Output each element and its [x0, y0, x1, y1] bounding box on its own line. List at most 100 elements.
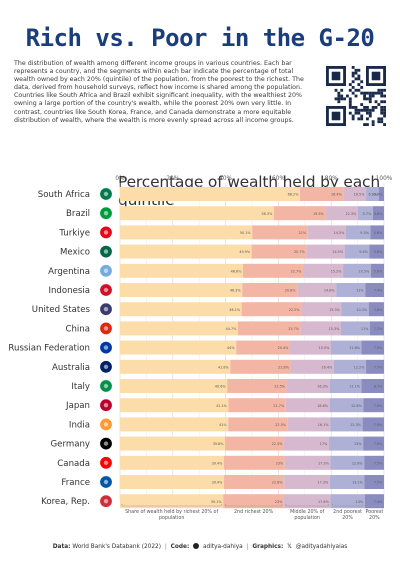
legend-label: 20% [342, 515, 353, 521]
bar-segment [345, 225, 371, 240]
flag-emblem-icon [103, 230, 109, 235]
flag-emblem-icon [103, 383, 109, 389]
data-label: 23% [276, 461, 284, 465]
flag-emblem-icon [103, 287, 109, 293]
data-label: 19.5% [313, 212, 325, 216]
bar-segment [297, 283, 337, 297]
data-label: 13.1% [352, 481, 364, 485]
bar-segment [343, 187, 367, 201]
bar-segment [290, 359, 334, 374]
data-label: 7.7% [374, 365, 383, 369]
category-label: Italy [71, 382, 90, 392]
category-label: France [61, 478, 90, 488]
data-label: 21% [299, 231, 307, 235]
footer-code-handle[interactable]: aditya-dahiya [202, 544, 243, 550]
bar-segment [241, 302, 302, 317]
data-label: 39.8% [213, 442, 225, 446]
data-label: 39.4% [212, 481, 224, 485]
bar-segment [329, 398, 364, 413]
bar-segment [361, 379, 384, 393]
flag-emblem-icon [103, 326, 109, 331]
data-label: 44.7% [226, 327, 238, 331]
data-label: 17.3% [318, 461, 330, 465]
data-label: 46.1% [229, 308, 241, 312]
bar-segment [283, 436, 329, 451]
data-label: 11% [356, 289, 364, 293]
bar-segment [366, 359, 384, 374]
x-tick-label: 100% [376, 176, 393, 182]
bar-segment [328, 436, 364, 451]
data-label: 68.2% [288, 193, 300, 197]
bar-segment [365, 283, 384, 297]
bar-segment [285, 398, 330, 413]
bar-segment [120, 321, 239, 336]
bar-segment [290, 340, 331, 355]
bar-segment [283, 494, 331, 509]
bar-segment [284, 475, 330, 489]
bar-segment [378, 187, 384, 201]
bar-segment [368, 302, 384, 317]
data-label: 22.7% [291, 269, 303, 273]
data-label: 15.5% [319, 346, 331, 350]
category-label: Australia [52, 363, 90, 373]
data-label: 16.1% [318, 423, 330, 427]
bar-segment [120, 475, 225, 489]
footer-graphics-handle[interactable]: @adityadahiyaias [295, 544, 348, 550]
bar-segment [120, 340, 237, 355]
category-label: Brazil [66, 209, 90, 219]
data-label: 7.9% [374, 442, 383, 446]
data-label: 20.4% [278, 346, 290, 350]
data-label: 39.4% [212, 461, 224, 465]
category-label: Korea, Rep. [41, 497, 90, 507]
data-label: 11% [361, 327, 369, 331]
category-label: Indonesia [48, 286, 90, 296]
footer-separator: | [164, 544, 167, 550]
bar-segment [363, 398, 384, 413]
bar-segment [357, 206, 373, 221]
data-label: 7.5% [374, 461, 383, 465]
category-label: United States [32, 305, 91, 315]
bar-segment [286, 379, 330, 393]
bar-segment [227, 379, 287, 393]
bar-segment [120, 225, 253, 240]
qr-code-icon[interactable] [326, 66, 386, 126]
bar-segment [362, 417, 384, 432]
data-label: 12.3% [350, 423, 362, 427]
data-label: 22.5% [274, 385, 286, 389]
bar-segment [336, 283, 366, 297]
bar-segment [243, 263, 303, 278]
data-label: 5.8% [374, 250, 383, 254]
bar-segment [343, 263, 371, 278]
bar-segment [372, 206, 384, 221]
github-icon [193, 543, 200, 549]
data-label: 12.3% [345, 212, 357, 216]
footer-data-source: World Bank's Databank (2022) [72, 544, 162, 550]
legend-label: population [159, 515, 185, 521]
footer-graphics-label: Graphics: [252, 544, 284, 550]
flag-emblem-icon [103, 403, 109, 408]
data-label: 5.7% [363, 212, 372, 216]
bar-segment [300, 187, 344, 201]
bar-segment [120, 206, 274, 221]
bar-segment [236, 340, 291, 355]
data-label: 23% [275, 500, 283, 504]
category-label: Japan [65, 401, 90, 411]
data-label: 13% [354, 442, 362, 446]
data-label: 16.5% [354, 193, 366, 197]
data-label: 7.4% [374, 500, 383, 504]
flag-emblem-icon [103, 249, 109, 254]
bar-segment [230, 359, 291, 374]
data-label: 17.3% [317, 481, 329, 485]
bar-segment [120, 187, 301, 201]
x-tick-label: 40% [219, 176, 232, 182]
chart-description: The distribution of wealth among differe… [14, 60, 304, 124]
data-label: 5.8% [374, 308, 383, 312]
footer-code-label: Code: [170, 544, 190, 550]
bar-segment [251, 244, 307, 259]
data-label: 50.1% [240, 231, 252, 235]
data-label: 22.8% [272, 481, 284, 485]
data-label: 49.9% [239, 250, 251, 254]
x-tick-label: 0% [115, 176, 125, 182]
bar-segment [361, 340, 384, 355]
bar-segment [330, 494, 365, 509]
